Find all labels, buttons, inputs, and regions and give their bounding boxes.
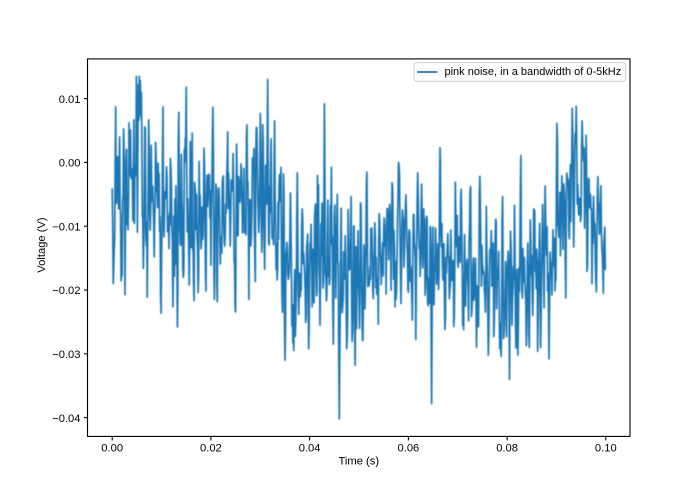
- svg-text:−0.02: −0.02: [52, 285, 80, 297]
- svg-text:−0.04: −0.04: [52, 413, 80, 425]
- svg-text:Voltage (V): Voltage (V): [36, 217, 48, 273]
- svg-text:0.02: 0.02: [200, 443, 222, 455]
- svg-text:0.00: 0.00: [101, 443, 123, 455]
- svg-text:pink noise, in a bandwidth of: pink noise, in a bandwidth of 0-5kHz: [445, 66, 622, 78]
- svg-text:0.00: 0.00: [59, 158, 81, 170]
- svg-text:0.04: 0.04: [299, 443, 321, 455]
- svg-text:Time (s): Time (s): [338, 456, 379, 468]
- svg-text:0.01: 0.01: [59, 94, 81, 106]
- svg-text:0.08: 0.08: [496, 443, 518, 455]
- svg-text:0.10: 0.10: [595, 443, 617, 455]
- svg-text:0.06: 0.06: [398, 443, 420, 455]
- svg-text:−0.01: −0.01: [52, 221, 80, 233]
- svg-text:−0.03: −0.03: [52, 349, 80, 361]
